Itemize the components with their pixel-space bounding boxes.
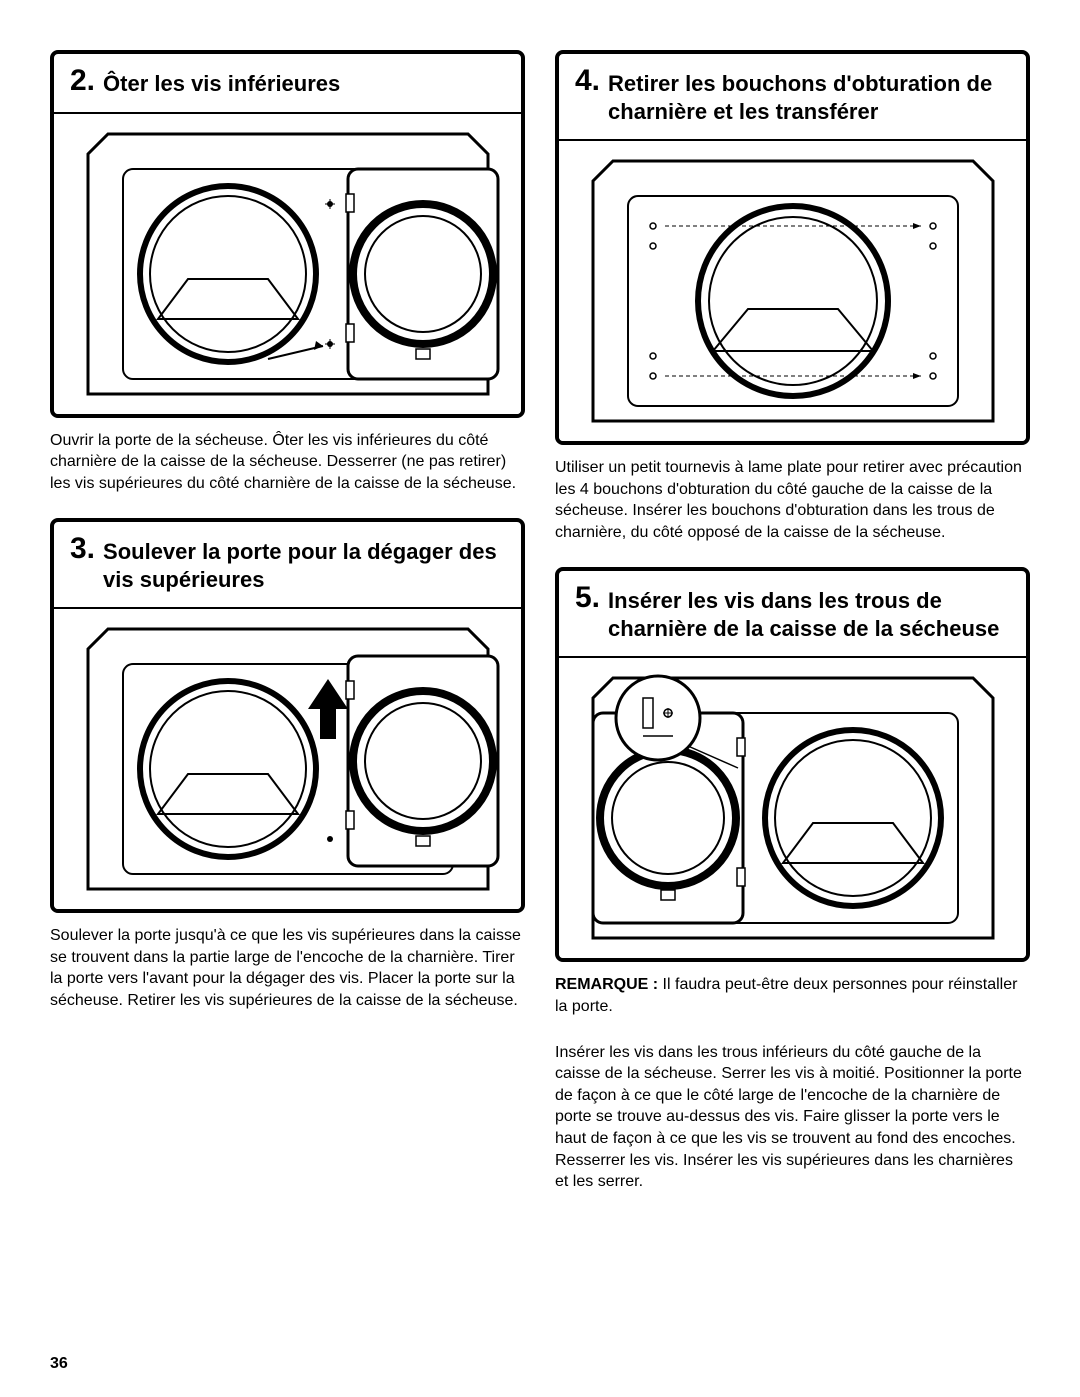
step-5-text: Insérer les vis dans les trous inférieur… bbox=[555, 1042, 1030, 1193]
step-5-figure bbox=[559, 658, 1026, 958]
step-5-note-label: REMARQUE : bbox=[555, 976, 658, 993]
step-4-title: Retirer les bouchons d'obturation de cha… bbox=[608, 66, 1010, 125]
step-5-box: 5. Insérer les vis dans les trous de cha… bbox=[555, 567, 1030, 962]
step-2-num: 2. bbox=[70, 66, 95, 96]
page-columns: 2. Ôter les vis inférieures bbox=[50, 50, 1030, 1217]
step-3-text: Soulever la porte jusqu'à ce que les vis… bbox=[50, 925, 525, 1011]
step-5-num: 5. bbox=[575, 583, 600, 613]
step-3-box: 3. Soulever la porte pour la dégager des… bbox=[50, 518, 525, 913]
step-4-diagram bbox=[573, 151, 1013, 431]
left-column: 2. Ôter les vis inférieures bbox=[50, 50, 525, 1217]
step-3-title: Soulever la porte pour la dégager des vi… bbox=[103, 534, 505, 593]
step-5-header: 5. Insérer les vis dans les trous de cha… bbox=[559, 571, 1026, 658]
step-4-text: Utiliser un petit tournevis à lame plate… bbox=[555, 457, 1030, 543]
step-3-num: 3. bbox=[70, 534, 95, 564]
step-4-box: 4. Retirer les bouchons d'obturation de … bbox=[555, 50, 1030, 445]
step-2-title: Ôter les vis inférieures bbox=[103, 66, 340, 98]
step-5-note: REMARQUE : Il faudra peut-être deux pers… bbox=[555, 974, 1030, 1017]
step-2-text: Ouvrir la porte de la sécheuse. Ôter les… bbox=[50, 430, 525, 495]
step-2-diagram bbox=[68, 124, 508, 404]
step-3-header: 3. Soulever la porte pour la dégager des… bbox=[54, 522, 521, 609]
step-2-figure bbox=[54, 114, 521, 414]
step-4-header: 4. Retirer les bouchons d'obturation de … bbox=[559, 54, 1026, 141]
step-4-figure bbox=[559, 141, 1026, 441]
step-5-title: Insérer les vis dans les trous de charni… bbox=[608, 583, 1010, 642]
step-4-num: 4. bbox=[575, 66, 600, 96]
step-5-diagram bbox=[573, 668, 1013, 948]
step-2-box: 2. Ôter les vis inférieures bbox=[50, 50, 525, 418]
page-number: 36 bbox=[50, 1355, 68, 1373]
step-3-figure bbox=[54, 609, 521, 909]
right-column: 4. Retirer les bouchons d'obturation de … bbox=[555, 50, 1030, 1217]
step-2-header: 2. Ôter les vis inférieures bbox=[54, 54, 521, 114]
step-3-diagram bbox=[68, 619, 508, 899]
